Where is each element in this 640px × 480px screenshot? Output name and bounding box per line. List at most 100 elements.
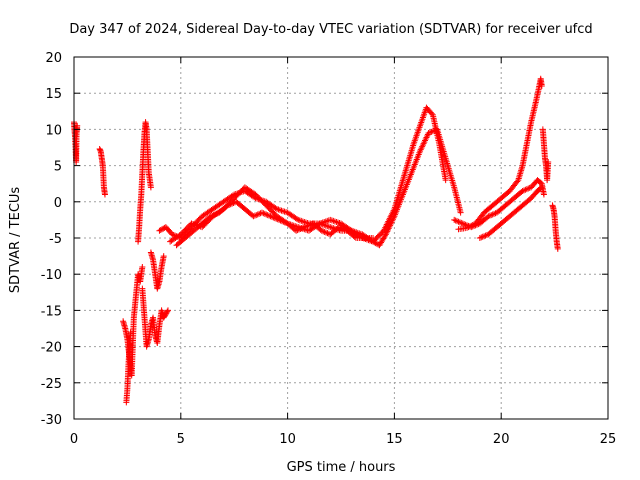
data-point: [488, 212, 495, 219]
data-point: [545, 158, 552, 165]
data-point: [341, 226, 348, 233]
data-point: [428, 128, 435, 135]
data-point: [293, 227, 300, 234]
data-point: [338, 225, 345, 232]
x-axis-label: GPS time / hours: [287, 460, 396, 475]
data-point: [457, 209, 464, 216]
data-point: [452, 217, 459, 224]
data-point: [455, 218, 462, 225]
data-point: [250, 213, 257, 220]
data-point: [458, 219, 465, 226]
data-point: [226, 201, 233, 208]
data-point: [281, 219, 288, 226]
data-point: [321, 228, 328, 235]
data-point: [277, 217, 284, 224]
data-point: [272, 205, 279, 212]
data-point: [273, 215, 280, 222]
data-point: [540, 191, 547, 198]
data-point: [478, 234, 485, 241]
data-point: [260, 210, 267, 217]
data-point: [476, 235, 483, 241]
data-point: [164, 308, 171, 315]
y-tick-label: 20: [45, 51, 62, 66]
data-point: [427, 129, 433, 136]
data-point: [464, 224, 471, 231]
data-point: [280, 218, 287, 225]
data-point: [459, 220, 466, 227]
data-point: [211, 211, 218, 218]
x-tick-label: 0: [70, 432, 78, 447]
data-point: [318, 227, 325, 234]
data-point: [481, 233, 488, 240]
data-point: [209, 212, 216, 219]
ticks: 0 5 10 15 20 25 -30 -25 -20 -15 -10 -5 0 5 10 15 20: [41, 51, 617, 447]
data-point: [425, 130, 432, 137]
data-point: [351, 233, 358, 240]
x-tick-label: 10: [279, 432, 296, 447]
x-tick-label: 25: [600, 432, 617, 447]
data-point: [491, 210, 498, 217]
data-point: [271, 215, 278, 222]
data-point: [298, 225, 305, 232]
data-point: [278, 218, 285, 225]
data-point: [371, 239, 378, 246]
x-tick-label: 5: [177, 432, 185, 447]
data-point: [340, 225, 347, 232]
data-point: [370, 235, 377, 241]
data-point: [525, 185, 532, 192]
data-point: [522, 186, 529, 193]
data-point: [304, 222, 311, 229]
data-point: [157, 227, 164, 234]
data-point: [523, 186, 530, 193]
data-point: [295, 226, 302, 233]
data-point: [159, 226, 166, 233]
data-point: [305, 222, 312, 229]
data-point: [465, 224, 472, 231]
data-point: [97, 147, 104, 154]
data-point: [323, 229, 330, 236]
data-point: [266, 212, 273, 219]
data-point: [456, 219, 463, 226]
data-point: [320, 228, 327, 235]
data-point: [127, 329, 134, 336]
data-point: [251, 212, 258, 219]
data-point: [270, 214, 277, 221]
data-point: [213, 210, 220, 217]
data-point: [227, 201, 234, 208]
data-point: [229, 200, 236, 207]
y-tick-label: 10: [45, 123, 62, 138]
y-tick-label: -20: [41, 341, 62, 356]
y-tick-label: -10: [41, 268, 62, 283]
data-point: [164, 307, 171, 314]
data-point: [207, 213, 214, 220]
y-axis-label: SDTVAR / TECUs: [8, 187, 23, 294]
data-point: [254, 211, 261, 218]
data-point: [538, 82, 545, 89]
grid: [74, 57, 608, 419]
data-point: [301, 224, 308, 231]
data-point: [210, 212, 217, 219]
data-point: [537, 185, 544, 192]
data-point: [294, 227, 301, 234]
y-tick-label: -25: [41, 377, 62, 392]
data-point: [461, 221, 468, 228]
y-tick-label: 5: [54, 160, 62, 175]
data-point: [224, 202, 231, 209]
data-point: [479, 233, 486, 240]
data-point: [442, 177, 449, 184]
y-tick-label: 0: [54, 196, 62, 211]
data-point: [337, 224, 344, 231]
data-point: [372, 240, 379, 247]
data-point: [101, 191, 108, 198]
data-point: [300, 224, 307, 231]
data-point: [520, 187, 527, 194]
data-point: [485, 213, 492, 220]
y-tick-label: 15: [45, 87, 62, 102]
chart-title: Day 347 of 2024, Sidereal Day-to-day VTE…: [69, 22, 592, 37]
data-point: [519, 187, 526, 194]
y-tick-label: -5: [49, 232, 62, 247]
data-point: [256, 210, 263, 217]
data-point: [264, 212, 271, 219]
